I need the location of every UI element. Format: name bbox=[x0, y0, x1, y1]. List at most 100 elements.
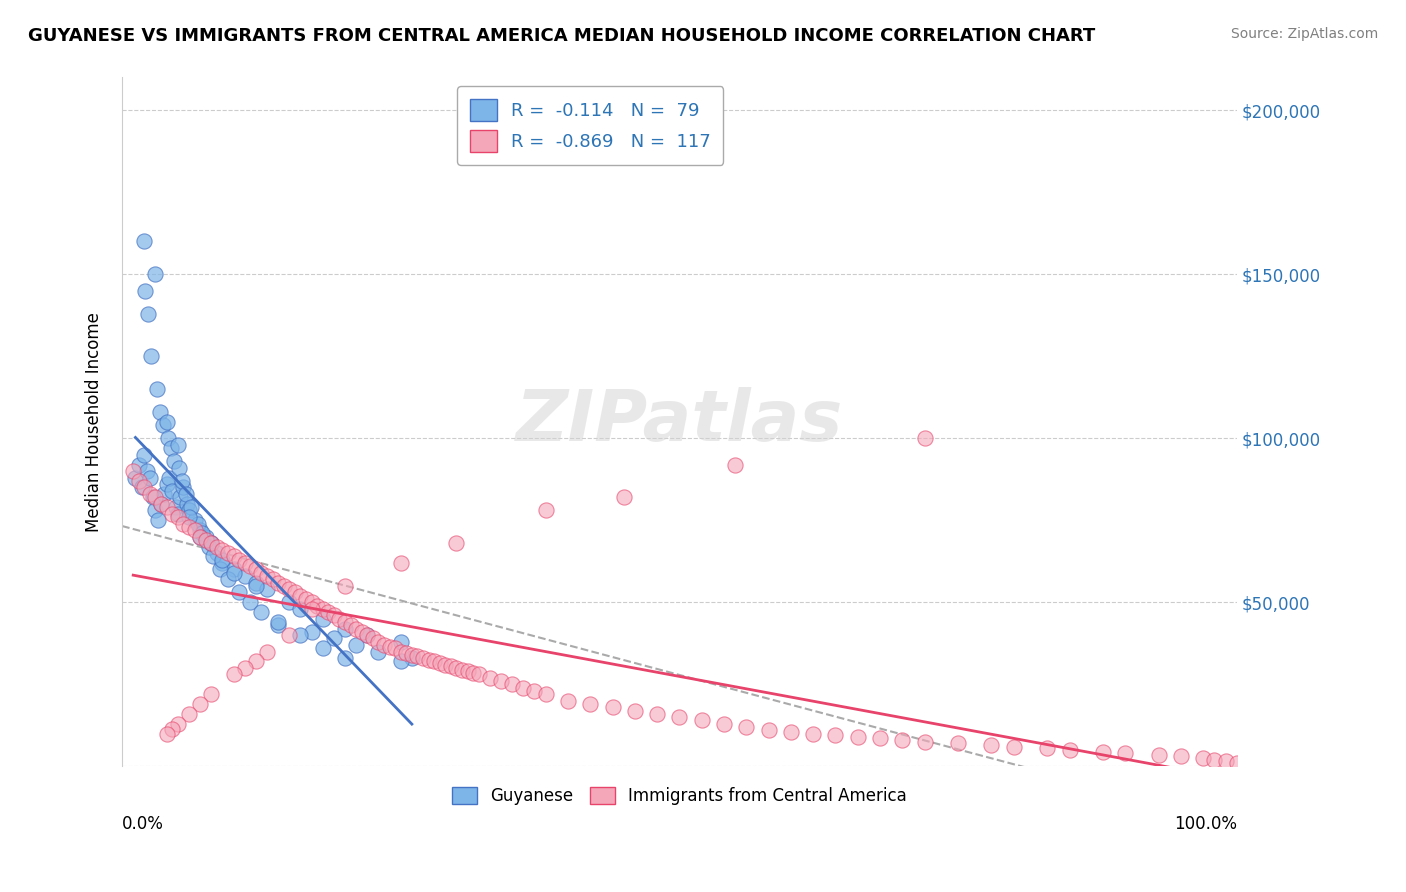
Point bbox=[478, 671, 501, 685]
Point bbox=[401, 651, 423, 665]
Point bbox=[1036, 741, 1059, 756]
Point bbox=[290, 628, 312, 642]
Point bbox=[205, 546, 228, 560]
Text: ZIPatlas: ZIPatlas bbox=[516, 387, 844, 457]
Point bbox=[180, 500, 202, 515]
Point bbox=[301, 624, 323, 639]
Point bbox=[373, 638, 395, 652]
Point bbox=[145, 491, 167, 505]
Point bbox=[350, 624, 373, 639]
Point bbox=[267, 618, 290, 632]
Point bbox=[177, 503, 200, 517]
Point bbox=[245, 562, 267, 576]
Point bbox=[188, 697, 211, 711]
Point bbox=[156, 431, 179, 445]
Point bbox=[156, 477, 179, 491]
Point bbox=[222, 566, 245, 580]
Point bbox=[217, 546, 239, 560]
Point bbox=[150, 497, 173, 511]
Point bbox=[389, 634, 412, 648]
Point bbox=[205, 540, 228, 554]
Point bbox=[134, 448, 156, 462]
Point bbox=[758, 723, 780, 738]
Point bbox=[157, 470, 180, 484]
Point bbox=[579, 697, 602, 711]
Point bbox=[262, 572, 284, 586]
Point bbox=[250, 566, 273, 580]
Point bbox=[122, 464, 145, 478]
Point bbox=[344, 638, 367, 652]
Point bbox=[278, 595, 301, 609]
Point bbox=[713, 716, 735, 731]
Point bbox=[256, 582, 278, 597]
Point bbox=[174, 487, 197, 501]
Point bbox=[160, 483, 183, 498]
Point bbox=[501, 677, 523, 691]
Point bbox=[139, 349, 162, 363]
Point bbox=[177, 510, 200, 524]
Point bbox=[198, 540, 221, 554]
Point bbox=[177, 520, 200, 534]
Point bbox=[200, 687, 222, 701]
Point bbox=[134, 284, 156, 298]
Point bbox=[239, 595, 262, 609]
Point bbox=[160, 507, 183, 521]
Point bbox=[167, 460, 190, 475]
Point bbox=[139, 487, 162, 501]
Point bbox=[202, 549, 225, 564]
Point bbox=[356, 628, 378, 642]
Point bbox=[128, 458, 150, 472]
Point bbox=[301, 602, 323, 616]
Point bbox=[623, 704, 645, 718]
Legend: Guyanese, Immigrants from Central America: Guyanese, Immigrants from Central Americ… bbox=[443, 778, 915, 814]
Point bbox=[239, 559, 262, 574]
Point bbox=[344, 622, 367, 636]
Point bbox=[145, 503, 167, 517]
Point bbox=[406, 649, 429, 664]
Point bbox=[333, 651, 356, 665]
Point bbox=[188, 530, 211, 544]
Point bbox=[153, 487, 176, 501]
Point bbox=[134, 481, 156, 495]
Point bbox=[146, 513, 169, 527]
Point bbox=[1002, 739, 1025, 754]
Point bbox=[463, 665, 485, 680]
Point bbox=[136, 307, 159, 321]
Point bbox=[534, 687, 557, 701]
Point bbox=[389, 644, 412, 658]
Point bbox=[384, 641, 406, 656]
Point bbox=[367, 644, 389, 658]
Point bbox=[149, 405, 172, 419]
Point bbox=[322, 608, 344, 623]
Point bbox=[523, 684, 546, 698]
Point bbox=[645, 706, 668, 721]
Point bbox=[735, 720, 758, 734]
Point bbox=[177, 706, 200, 721]
Point bbox=[869, 731, 891, 746]
Point bbox=[166, 510, 188, 524]
Point bbox=[183, 523, 205, 537]
Point bbox=[328, 612, 350, 626]
Point bbox=[194, 530, 217, 544]
Point bbox=[1226, 756, 1249, 770]
Point bbox=[290, 589, 312, 603]
Point bbox=[245, 579, 267, 593]
Point bbox=[256, 644, 278, 658]
Point bbox=[183, 513, 205, 527]
Point bbox=[267, 615, 290, 629]
Point bbox=[124, 470, 146, 484]
Point bbox=[228, 552, 250, 566]
Point bbox=[401, 648, 423, 662]
Point bbox=[668, 710, 690, 724]
Point bbox=[824, 728, 846, 742]
Point bbox=[172, 474, 194, 488]
Text: 0.0%: 0.0% bbox=[122, 814, 165, 832]
Point bbox=[188, 523, 211, 537]
Point bbox=[1147, 747, 1170, 762]
Point bbox=[278, 582, 301, 597]
Point bbox=[222, 667, 245, 681]
Point bbox=[846, 730, 869, 744]
Point bbox=[172, 516, 194, 531]
Text: Source: ZipAtlas.com: Source: ZipAtlas.com bbox=[1230, 27, 1378, 41]
Point bbox=[307, 599, 329, 613]
